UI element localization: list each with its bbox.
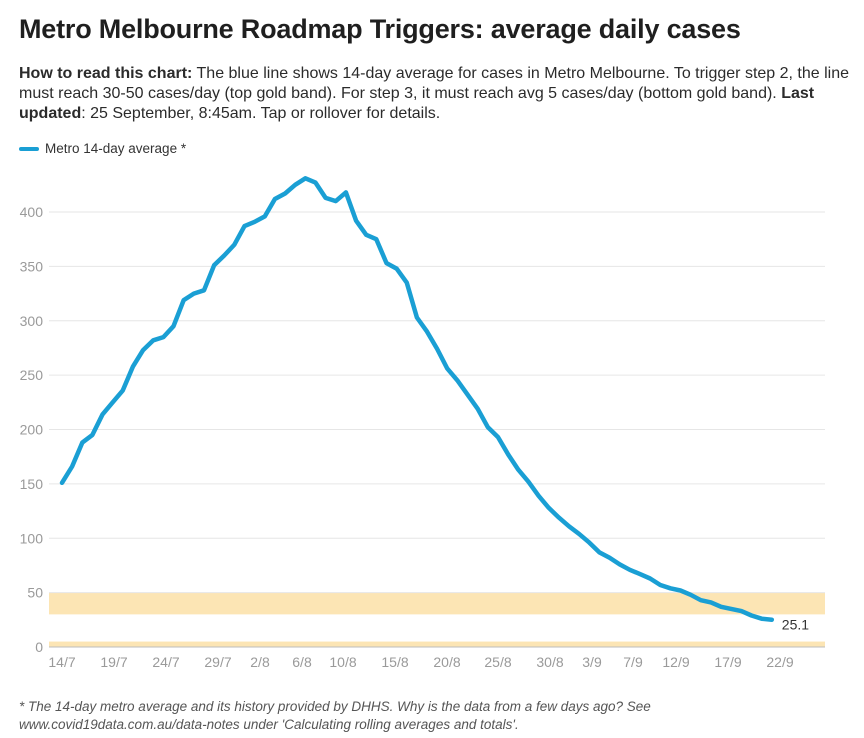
y-tick-label: 200 xyxy=(20,422,44,438)
updated-text: : 25 September, 8:45am. Tap or rollover … xyxy=(81,105,441,122)
x-tick-label: 14/7 xyxy=(48,654,75,670)
desc-body: The blue line shows 14-day average for c… xyxy=(19,65,850,102)
series-line-metro-14-day-average xyxy=(59,176,775,622)
x-tick-label: 29/7 xyxy=(204,654,231,670)
y-tick-label: 0 xyxy=(35,639,43,655)
y-tick-label: 50 xyxy=(27,585,43,601)
legend-label: Metro 14-day average * xyxy=(45,141,187,156)
y-tick-label: 100 xyxy=(20,530,44,546)
trigger-band-2 xyxy=(49,641,825,647)
x-tick-label: 6/8 xyxy=(292,654,312,670)
chart-title: Metro Melbourne Roadmap Triggers: averag… xyxy=(19,14,741,44)
y-tick-label: 150 xyxy=(20,476,44,492)
x-tick-label: 3/9 xyxy=(582,654,602,670)
end-value-label: 25.1 xyxy=(782,617,809,633)
footnote-line-1: * The 14-day metro average and its histo… xyxy=(19,699,651,714)
x-tick-label: 12/9 xyxy=(662,654,689,670)
y-tick-label: 400 xyxy=(20,204,44,220)
y-tick-label: 300 xyxy=(20,313,44,329)
x-tick-label: 30/8 xyxy=(536,654,563,670)
legend-line-swatch xyxy=(19,146,39,151)
x-tick-label: 2/8 xyxy=(250,654,270,670)
trigger-band-1 xyxy=(49,592,825,615)
x-tick-label: 15/8 xyxy=(381,654,408,670)
x-tick-label: 19/7 xyxy=(100,654,127,670)
x-tick-label: 20/8 xyxy=(433,654,460,670)
chart-description: How to read this chart: The blue line sh… xyxy=(19,64,859,124)
y-tick-label: 250 xyxy=(20,367,44,383)
footnote: * The 14-day metro average and its histo… xyxy=(19,698,859,734)
x-tick-label: 25/8 xyxy=(484,654,511,670)
x-tick-label: 24/7 xyxy=(152,654,179,670)
updated-label: Last updated xyxy=(19,85,815,122)
footnote-line-2: www.covid19data.com.au/data-notes under … xyxy=(19,717,519,732)
desc-lead: How to read this chart: xyxy=(19,65,193,82)
x-tick-label: 7/9 xyxy=(623,654,643,670)
x-tick-label: 17/9 xyxy=(714,654,741,670)
y-tick-label: 350 xyxy=(20,258,44,274)
x-tick-label: 22/9 xyxy=(766,654,793,670)
x-tick-label: 10/8 xyxy=(329,654,356,670)
chart-legend[interactable]: Metro 14-day average * xyxy=(19,141,186,156)
